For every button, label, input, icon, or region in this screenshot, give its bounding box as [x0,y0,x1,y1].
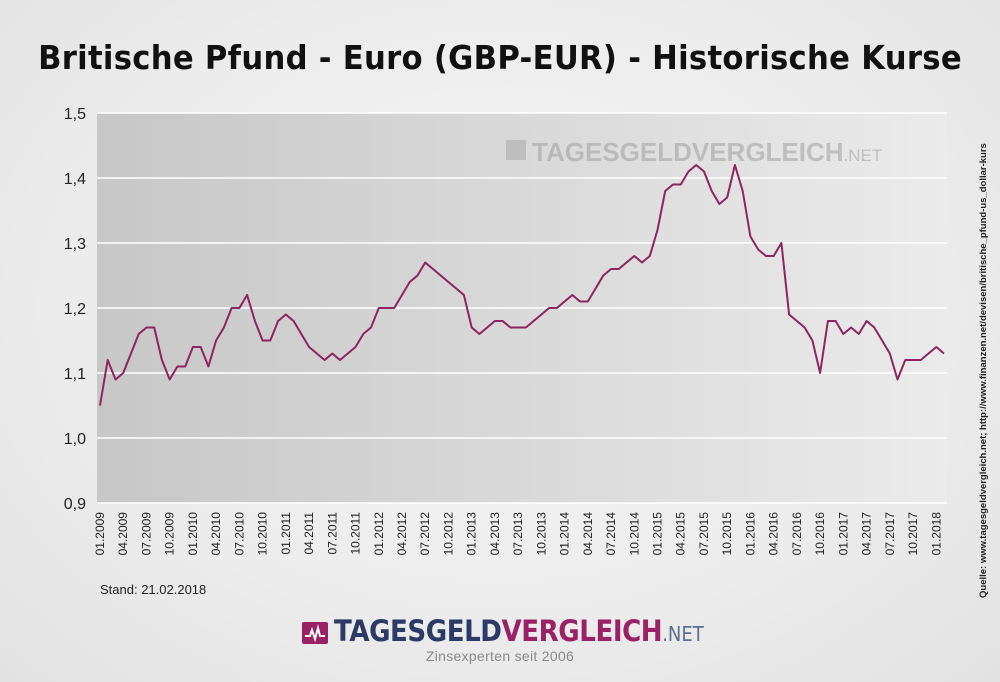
y-tick-label: 1,2 [64,301,86,318]
x-tick-label: 04.2014 [581,512,595,556]
watermark-part1: TAGESGELD [532,137,692,167]
logo-part2: VERGLEICH [501,614,663,648]
series-line [99,164,945,406]
x-tick-label: 10.2016 [813,512,827,556]
source-note: Quelle: www.tagesgeldvergleich.net; http… [978,143,989,598]
x-tick-label: 07.2017 [883,512,897,556]
y-tick-label: 1,3 [64,236,86,253]
x-tick-label: 04.2013 [488,512,502,556]
x-tick-label: 07.2011 [325,512,339,555]
x-tick-label: 07.2016 [790,512,804,556]
chart-title: Britische Pfund - Euro (GBP-EUR) - Histo… [38,38,962,77]
x-tick-label: 10.2010 [256,512,270,556]
x-tick-label: 04.2011 [302,512,316,555]
x-tick-label: 01.2017 [836,512,850,556]
x-tick-label: 01.2012 [372,512,386,556]
y-tick-label: 1,0 [64,431,86,448]
watermark-part3: .NET [844,146,883,165]
x-tick-label: 07.2014 [604,512,618,556]
watermark: TAGESGELDVERGLEICH.NET [506,137,882,167]
x-tick-label: 07.2010 [232,512,246,556]
gridlines [97,112,947,504]
tagline: Zinsexperten seit 2006 [425,648,575,664]
x-tick-label: 01.2014 [558,512,572,556]
x-tick-label: 04.2016 [767,512,781,556]
x-tick-label: 04.2015 [674,512,688,556]
y-tick-label: 1,4 [64,171,86,188]
y-tick-label: 1,1 [64,366,86,383]
y-axis: 0,9 1,0 1,1 1,2 1,3 1,4 1,5 [64,106,86,513]
logo-part1: TAGESGELD [334,614,502,648]
x-tick-label: 07.2015 [697,512,711,556]
watermark-icon [506,140,526,160]
x-tick-label: 10.2013 [534,512,548,556]
svg-text:TAGESGELDVERGLEICH.NET: TAGESGELDVERGLEICH.NET [532,137,882,167]
x-tick-label: 10.2014 [627,512,641,556]
x-tick-label: 07.2012 [418,512,432,556]
y-tick-label: 1,5 [64,106,86,123]
x-tick-label: 01.2010 [186,512,200,556]
x-tick-label: 01.2016 [743,512,757,556]
x-tick-label: 01.2009 [93,512,107,556]
x-tick-label: 04.2009 [116,512,130,556]
x-tick-label: 04.2010 [209,512,223,556]
x-tick-label: 04.2012 [395,512,409,556]
x-axis: 01.2009 04.2009 07.2009 10.2009 01.2010 04.20… [93,512,943,556]
x-tick-label: 10.2011 [349,512,363,555]
x-tick-label: 10.2012 [441,512,455,556]
logo-part3: .NET [662,622,704,646]
x-tick-label: 04.2017 [860,512,874,556]
x-tick-label: 01.2015 [651,512,665,556]
x-tick-label: 01.2013 [465,512,479,556]
watermark-part2: VERGLEICH [692,137,844,167]
stand-date: Stand: 21.02.2018 [100,582,207,597]
y-tick-label: 0,9 [64,496,86,513]
x-tick-label: 01.2018 [929,512,943,556]
x-tick-label: 07.2013 [511,512,525,556]
x-tick-label: 10.2009 [163,512,177,556]
x-tick-label: 10.2017 [906,512,920,556]
x-tick-label: 07.2009 [139,512,153,556]
x-tick-label: 01.2011 [279,512,293,555]
chart-pulse-icon [302,622,328,644]
x-tick-label: 10.2015 [720,512,734,556]
